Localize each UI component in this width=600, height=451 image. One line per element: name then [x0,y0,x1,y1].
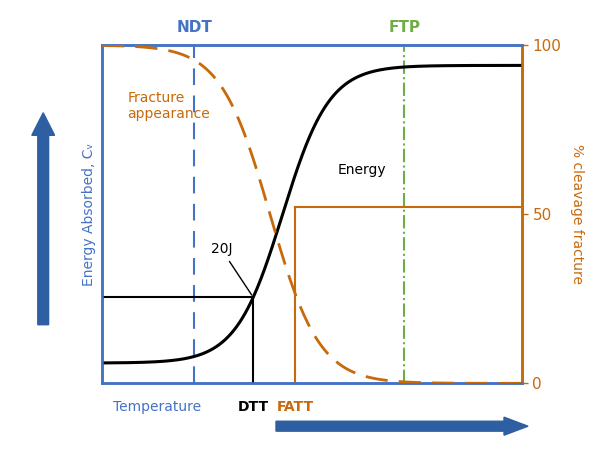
Text: DTT: DTT [238,400,269,414]
Text: NDT: NDT [176,20,212,35]
Text: Energy: Energy [337,163,386,177]
Y-axis label: Energy Absorbed, Cᵥ: Energy Absorbed, Cᵥ [82,143,97,286]
Text: Temperature: Temperature [113,400,200,414]
Text: 20J: 20J [211,242,251,295]
Text: Fracture
appearance: Fracture appearance [127,91,210,121]
Y-axis label: % cleavage fracture: % cleavage fracture [569,144,584,284]
Text: FATT: FATT [277,400,314,414]
Text: FTP: FTP [388,20,421,35]
